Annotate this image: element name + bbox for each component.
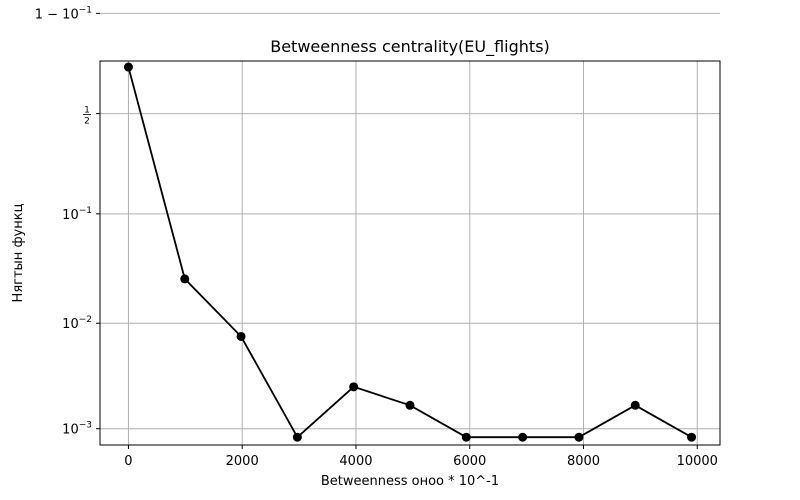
y-tick-base: 10 (62, 208, 79, 223)
data-point (236, 331, 246, 341)
y-tick-label: 10−1 (62, 206, 92, 223)
y-tick-label: 12 (83, 106, 91, 127)
y-tick-text: 10−1 (62, 206, 92, 223)
y-tick-label: 10−2 (62, 315, 92, 332)
y-tick-base: 10 (62, 317, 79, 332)
y-tick-text: 10−3 (62, 421, 92, 438)
y-tick-text: 10−2 (62, 315, 92, 332)
data-point (630, 400, 640, 410)
x-tick-label: 0 (124, 454, 132, 469)
x-tick-label: 6000 (453, 454, 486, 469)
x-tick-label: 2000 (226, 454, 259, 469)
y-tick-text: 1 − 10−1 (35, 5, 92, 22)
y-tick-exponent: −1 (79, 206, 92, 216)
x-axis-label: Betweenness оноо * 10^-1 (321, 474, 499, 489)
y-tick-exponent: −1 (79, 5, 92, 15)
data-point (461, 432, 471, 442)
chart-title: Betweenness centrality(EU_flights) (270, 37, 550, 57)
y-tick-label: 10−3 (62, 421, 92, 438)
plot-frame (99, 60, 721, 446)
y-tick-base: 10 (62, 423, 79, 438)
data-point (687, 432, 697, 442)
y-tick-base: 10 (62, 7, 79, 22)
x-tick-label: 10000 (677, 454, 718, 469)
y-tick-frac-den: 2 (84, 117, 90, 127)
series-layer (123, 62, 697, 442)
data-point (405, 400, 415, 410)
data-point (518, 432, 528, 442)
grid (100, 12, 720, 445)
y-tick-frac-num: 1 (84, 106, 90, 116)
data-point (123, 62, 133, 72)
x-tick-label: 4000 (339, 454, 372, 469)
x-axis: 0 2000 4000 6000 8000 10000 (124, 445, 718, 469)
y-axis-label: Нягтын функц (11, 203, 26, 302)
data-point (180, 274, 190, 284)
data-point (292, 432, 302, 442)
data-point (349, 382, 359, 392)
x-tick-label: 8000 (567, 454, 600, 469)
y-tick-label: 1 − 10−1 (35, 5, 92, 22)
y-tick-prefix: 1 − (35, 7, 62, 22)
y-tick-exponent: −2 (79, 315, 92, 325)
y-tick-exponent: −3 (79, 421, 92, 431)
data-point (574, 432, 584, 442)
